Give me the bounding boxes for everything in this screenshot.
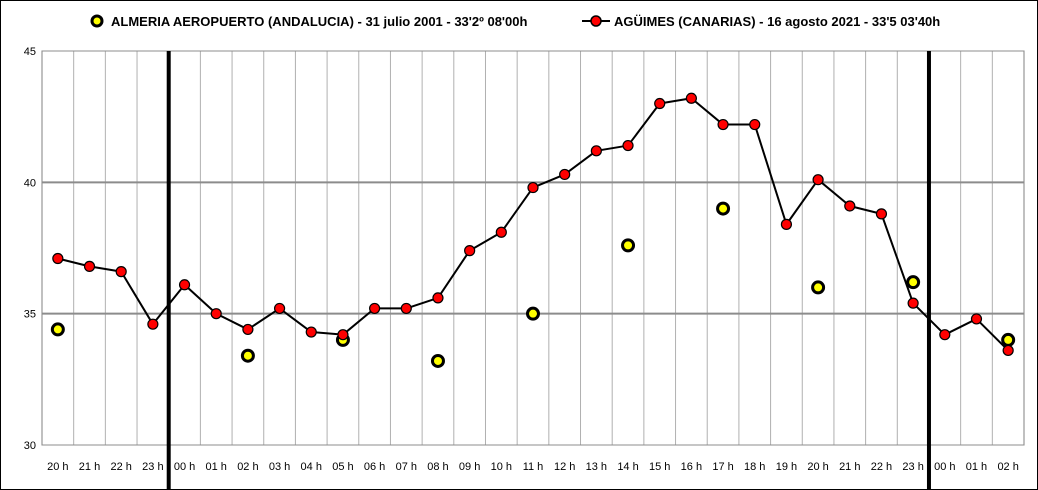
- data-point-aguimes: [369, 302, 381, 315]
- day-separators: [166, 51, 931, 490]
- x-tick-label: 13 h: [586, 461, 607, 473]
- x-tick-label: 23 h: [142, 461, 163, 473]
- data-point-aguimes: [495, 226, 507, 238]
- x-tick-label: 18 h: [744, 461, 765, 473]
- x-tick-label: 16 h: [681, 461, 702, 473]
- plot-area: [41, 50, 1025, 446]
- data-point-aguimes: [875, 208, 888, 220]
- data-point-aguimes: [780, 218, 793, 230]
- data-point-almeria: [526, 306, 540, 321]
- x-tick-label: 08 h: [427, 461, 448, 473]
- y-tick-label: 35: [24, 309, 36, 321]
- x-tick-label: 10 h: [491, 461, 512, 473]
- data-point-aguimes: [622, 139, 634, 152]
- legend-marker-aguimes: [590, 15, 602, 27]
- x-tick-label: 11 h: [523, 461, 544, 473]
- data-point-aguimes: [685, 92, 697, 104]
- data-point-aguimes: [907, 297, 919, 309]
- data-point-aguimes: [305, 326, 317, 338]
- data-point-aguimes: [83, 260, 96, 272]
- x-tick-label: 07 h: [396, 461, 417, 473]
- axes: 30 35 40 45 20 h 21 h 22 h 23 h 00 h 01 h 02 h 03 h…: [24, 46, 1019, 473]
- data-point-aguimes: [432, 292, 444, 304]
- legend-marker-almeria: [90, 14, 104, 28]
- x-tick-label: 17 h: [712, 461, 733, 473]
- x-tick-label: 04 h: [301, 461, 322, 473]
- data-point-aguimes: [844, 200, 856, 212]
- data-point-aguimes: [527, 181, 539, 194]
- data-point-aguimes: [464, 245, 476, 257]
- data-point-almeria: [430, 353, 445, 368]
- x-tick-label: 19 h: [776, 461, 797, 473]
- x-tick-label: 15 h: [649, 461, 670, 473]
- x-tick-label: 06 h: [364, 461, 385, 473]
- y-tick-label: 40: [24, 177, 36, 189]
- data-point-aguimes: [178, 279, 191, 291]
- grid: [41, 50, 1025, 446]
- x-tick-label: 00 h: [934, 461, 955, 473]
- x-tick-label: 01 h: [206, 461, 227, 473]
- x-tick-label: 14 h: [617, 461, 638, 473]
- x-tick-label: 21 h: [79, 461, 100, 473]
- data-point-aguimes: [559, 168, 571, 181]
- legend-label-almeria: ALMERIA AEROPUERTO (ANDALUCIA) - 31 juli…: [111, 14, 527, 29]
- data-point-aguimes: [400, 302, 412, 315]
- series: [50, 92, 1016, 368]
- x-tick-label: 03 h: [269, 461, 290, 473]
- data-point-aguimes: [337, 329, 349, 341]
- x-tick-label: 12 h: [554, 461, 575, 473]
- data-point-aguimes: [717, 118, 729, 131]
- x-tick-label: 21 h: [839, 461, 860, 473]
- data-point-aguimes: [749, 118, 761, 131]
- data-point-almeria: [811, 280, 826, 295]
- x-tick-label: 09 h: [459, 461, 480, 473]
- data-point-aguimes: [147, 318, 159, 330]
- data-point-aguimes: [1002, 344, 1014, 357]
- x-tick-label: 22 h: [110, 461, 131, 473]
- data-point-aguimes: [273, 302, 286, 315]
- data-point-almeria: [621, 238, 636, 253]
- legend: ALMERIA AEROPUERTO (ANDALUCIA) - 31 juli…: [90, 14, 940, 29]
- data-point-aguimes: [970, 313, 983, 325]
- x-tick-label: 20 h: [47, 461, 68, 473]
- y-tick-label: 45: [24, 46, 36, 58]
- x-tick-label: 05 h: [332, 461, 353, 473]
- data-point-aguimes: [654, 97, 666, 110]
- x-tick-label: 20 h: [807, 461, 828, 473]
- data-point-almeria: [240, 348, 255, 363]
- data-point-almeria: [906, 275, 921, 290]
- x-tick-label: 02 h: [237, 461, 258, 473]
- data-point-aguimes: [242, 323, 254, 336]
- x-tick-label: 01 h: [966, 461, 987, 473]
- y-tick-label: 30: [24, 440, 36, 452]
- data-point-aguimes: [52, 252, 64, 265]
- x-tick-label: 23 h: [902, 461, 923, 473]
- x-tick-label: 00 h: [174, 461, 195, 473]
- data-point-aguimes: [939, 329, 951, 341]
- x-tick-label: 22 h: [871, 461, 892, 473]
- data-point-almeria: [716, 201, 731, 216]
- data-point-aguimes: [115, 266, 127, 278]
- data-point-aguimes: [812, 174, 824, 186]
- legend-label-aguimes: AGÜIMES (CANARIAS) - 16 agosto 2021 - 33…: [614, 14, 940, 29]
- data-point-almeria: [1001, 332, 1016, 347]
- x-tick-label: 02 h: [997, 461, 1018, 473]
- data-point-aguimes: [210, 308, 222, 320]
- data-point-aguimes: [590, 145, 602, 157]
- data-point-almeria: [50, 322, 65, 337]
